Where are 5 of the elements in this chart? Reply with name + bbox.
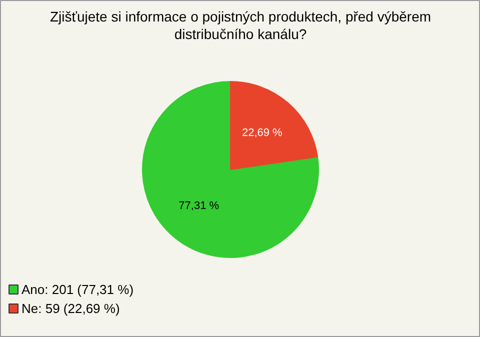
- chart-title: Zjišťujete si informace o pojistných produktech, před výběrem distribučního kanálu?: [50, 8, 432, 42]
- data-label: 22,69 %: [242, 126, 283, 139]
- data-label: 77,31 %: [178, 200, 220, 212]
- legend-label: Ne: 59 (22,69 %): [22, 301, 120, 316]
- legend-label: Ano: 201 (77,31 %): [22, 282, 134, 297]
